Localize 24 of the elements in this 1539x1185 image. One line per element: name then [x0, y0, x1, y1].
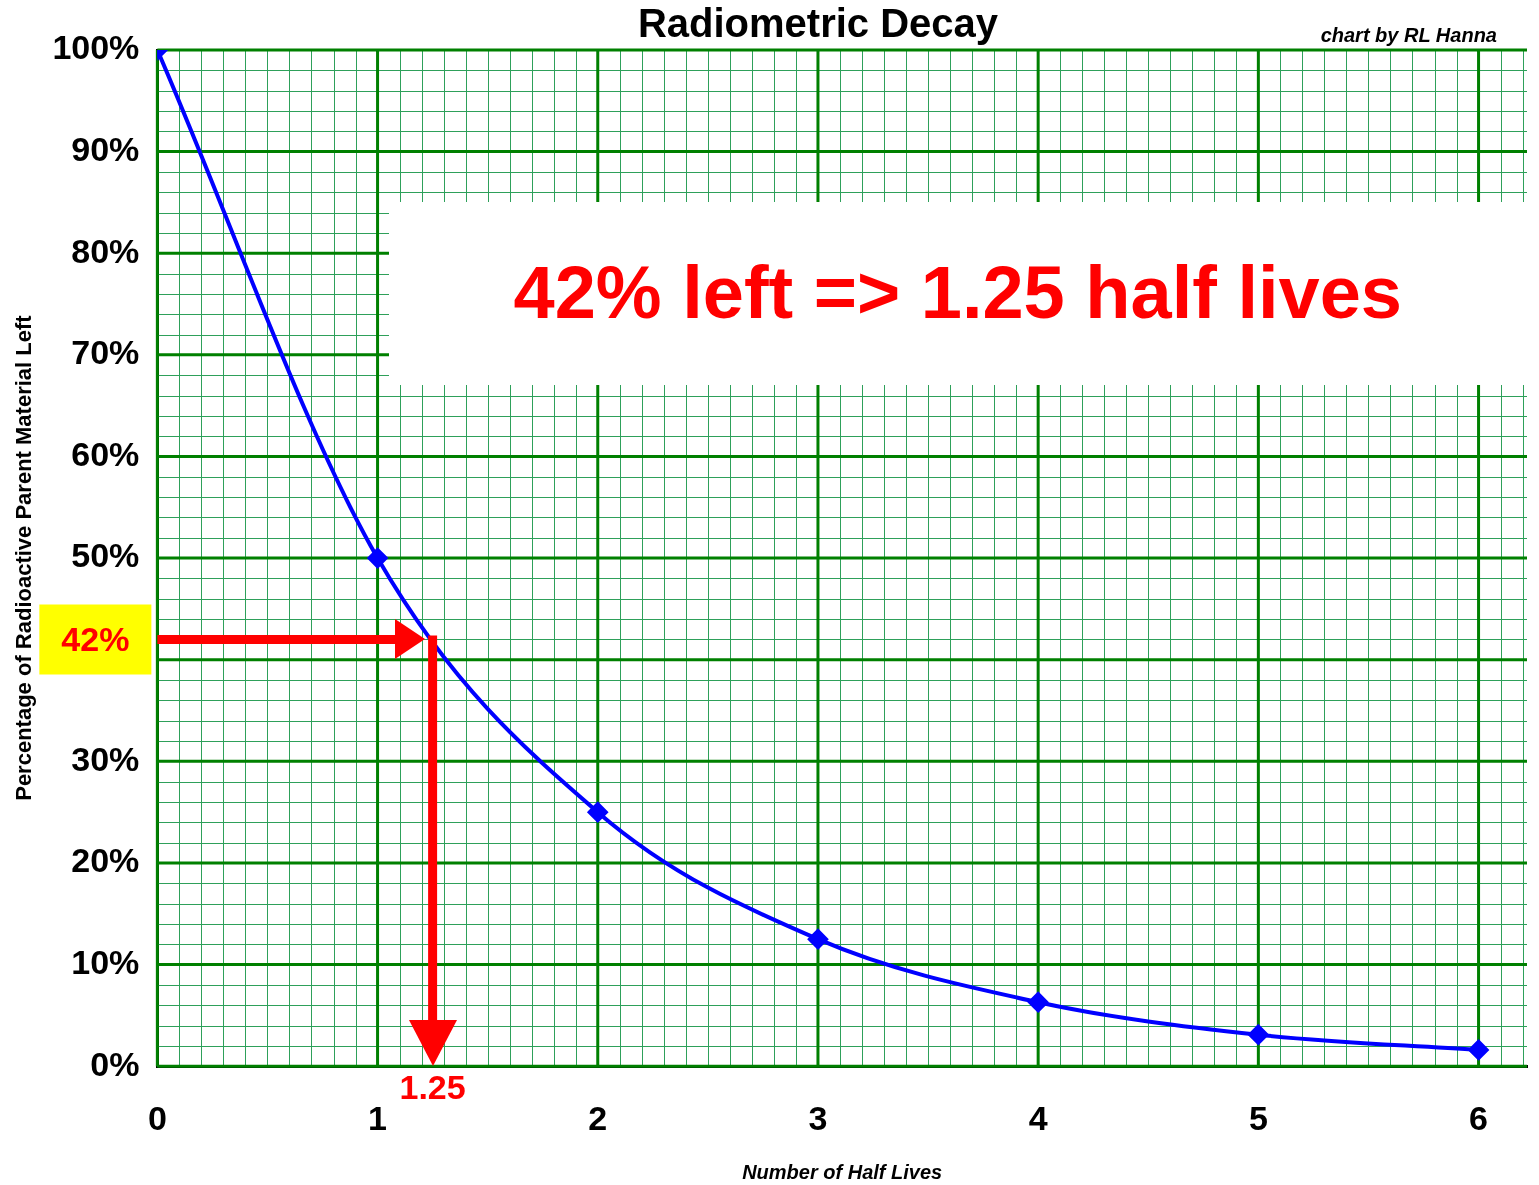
note-box: 42% left => 1.25 half lives	[388, 202, 1527, 386]
y-tick-label: 90%	[71, 129, 140, 168]
y-tick-label: 70%	[71, 333, 140, 372]
x-tick-label: 3	[808, 1098, 828, 1137]
y-tick-label: 50%	[71, 536, 140, 575]
x-tick-label: 4	[1028, 1098, 1048, 1137]
y-axis-title: Percentage of Radioactive Parent Material Left	[11, 314, 37, 801]
y-tick-label: 20%	[71, 841, 140, 880]
ref-line-label: 42%	[61, 619, 130, 658]
x-tick-label: 5	[1248, 1098, 1268, 1137]
x-tick-label: 2	[588, 1098, 608, 1137]
y-tick-label: 30%	[71, 739, 140, 778]
x-axis-title: Number of Half Lives	[742, 1160, 943, 1183]
y-tick-label: 60%	[71, 434, 140, 473]
x-tick-label: 6	[1469, 1098, 1489, 1137]
x-tick-label: 1	[368, 1098, 388, 1137]
y-tick-label: 10%	[71, 942, 140, 981]
ref-line-label: 1.25	[399, 1067, 466, 1106]
chart-title: Radiometric Decay	[637, 1, 999, 46]
x-tick-label: 0	[147, 1098, 167, 1137]
y-tick-label: 0%	[90, 1044, 140, 1083]
y-tick-label: 80%	[71, 231, 140, 270]
y-tick-label: 100%	[52, 28, 140, 67]
text: chart by RL Hanna	[1320, 23, 1497, 46]
